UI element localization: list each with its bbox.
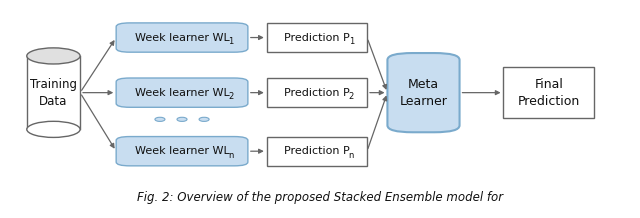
Text: Week learner WL: Week learner WL [134,88,229,98]
Bar [504,67,595,119]
Text: 2: 2 [349,92,354,101]
Bar [267,23,367,52]
Text: Prediction P: Prediction P [284,146,349,156]
Text: Week learner WL: Week learner WL [134,32,229,43]
Text: Prediction P: Prediction P [284,88,349,98]
Ellipse shape [177,117,187,121]
Text: 2: 2 [228,92,234,101]
FancyBboxPatch shape [116,136,248,166]
FancyBboxPatch shape [387,53,460,132]
Text: Training
Data: Training Data [30,78,77,108]
Text: 1: 1 [349,37,354,46]
Text: Meta
Learner: Meta Learner [399,78,447,108]
Ellipse shape [155,117,165,121]
Text: Prediction P: Prediction P [284,32,349,43]
Text: n: n [349,151,354,160]
Bar [267,78,367,107]
Ellipse shape [199,117,209,121]
Text: n: n [228,151,234,160]
Bar [267,136,367,166]
Text: Fig. 2: Overview of the proposed Stacked Ensemble model for: Fig. 2: Overview of the proposed Stacked… [137,191,503,204]
FancyBboxPatch shape [116,78,248,107]
FancyBboxPatch shape [116,23,248,52]
Bar [27,56,80,129]
Ellipse shape [27,48,80,64]
Ellipse shape [27,121,80,137]
Text: Week learner WL: Week learner WL [134,146,229,156]
Text: 1: 1 [228,37,234,46]
Text: Final
Prediction: Final Prediction [518,78,580,108]
